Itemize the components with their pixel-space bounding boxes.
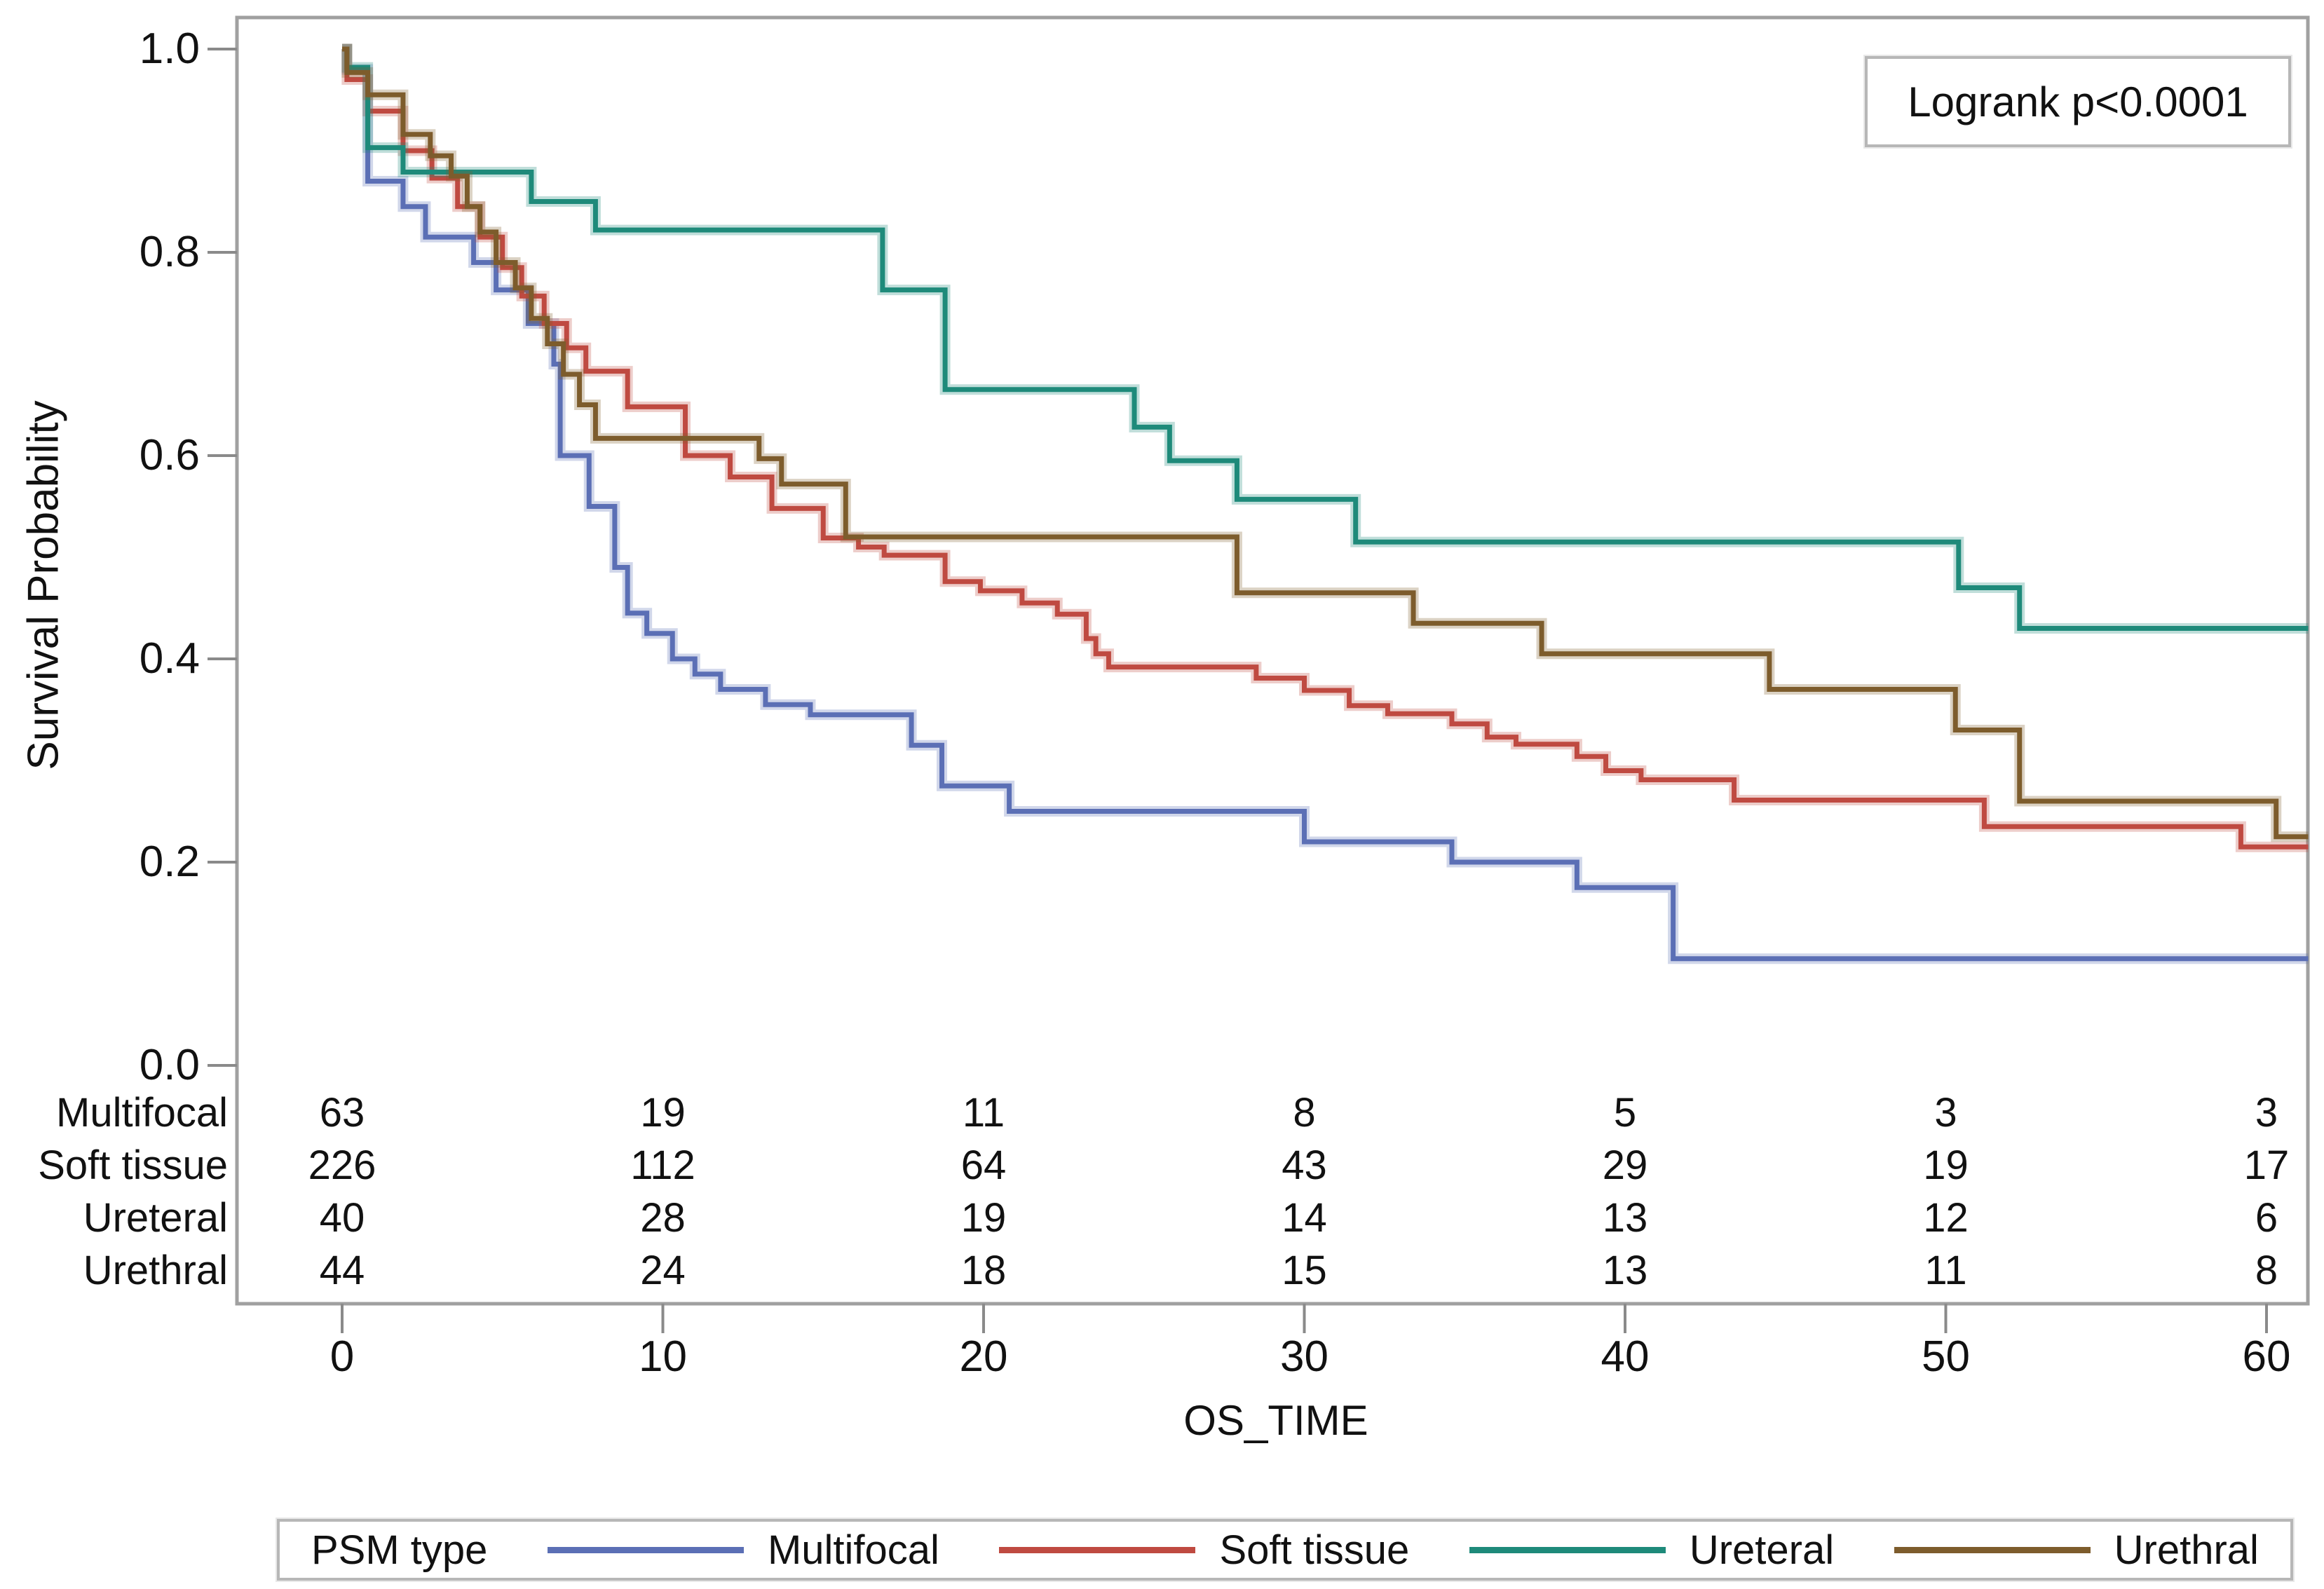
- y-axis-title: Survival Probability: [19, 400, 68, 770]
- x-tick-label: 60: [2242, 1332, 2291, 1381]
- logrank-annotation: Logrank p<0.0001: [1865, 56, 2291, 147]
- risk-value: 44: [319, 1248, 365, 1293]
- risk-value: 3: [2255, 1090, 2278, 1136]
- x-tick-label: 30: [1280, 1332, 1329, 1381]
- risk-row-label: Soft tissue: [38, 1143, 228, 1188]
- risk-value: 18: [960, 1248, 1007, 1293]
- x-tick-label: 50: [1922, 1332, 1970, 1381]
- legend-item-label: Soft tissue: [1219, 1527, 1410, 1573]
- risk-value: 17: [2243, 1143, 2290, 1188]
- multifocal-line-swatch: [547, 1546, 744, 1553]
- y-tick-label: 1.0: [139, 25, 200, 73]
- risk-value: 14: [1282, 1195, 1327, 1241]
- risk-row-label: Ureteral: [83, 1195, 228, 1241]
- risk-value: 40: [319, 1195, 365, 1241]
- risk-value: 8: [2255, 1248, 2278, 1293]
- legend-item-soft-tissue: Soft tissue: [999, 1527, 1409, 1574]
- risk-value: 43: [1282, 1143, 1327, 1188]
- risk-value: 11: [962, 1090, 1005, 1136]
- risk-value: 64: [960, 1143, 1007, 1188]
- risk-value: 19: [960, 1195, 1007, 1241]
- curve-soft-tissue: [342, 46, 2309, 850]
- x-tick-label: 10: [639, 1332, 687, 1381]
- legend-item-label: Urethral: [2114, 1527, 2259, 1573]
- urethral-line-swatch: [1894, 1546, 2091, 1553]
- risk-value: 63: [319, 1090, 365, 1136]
- risk-value: 112: [630, 1143, 695, 1188]
- soft-tissue-line-swatch: [999, 1546, 1196, 1553]
- legend: PSM type Multifocal Soft tissue Ureteral…: [277, 1519, 2293, 1581]
- risk-value: 19: [640, 1090, 686, 1136]
- y-tick-label: 0.8: [139, 228, 200, 276]
- risk-value: 12: [1923, 1195, 1969, 1241]
- legend-item-urethral: Urethral: [1894, 1527, 2259, 1574]
- legend-item-label: Multifocal: [767, 1527, 939, 1573]
- y-tick-label: 0.4: [139, 634, 200, 683]
- y-tick-label: 0.0: [139, 1041, 200, 1089]
- plot-frame: [235, 15, 2310, 1306]
- legend-item-ureteral: Ureteral: [1469, 1527, 1834, 1574]
- y-tick-label: 0.2: [139, 838, 200, 886]
- risk-value: 13: [1602, 1195, 1648, 1241]
- risk-value: 226: [308, 1143, 376, 1188]
- x-tick-label: 20: [959, 1332, 1008, 1381]
- y-tick-label: 0.6: [139, 431, 200, 479]
- x-tick-label: 40: [1601, 1332, 1650, 1381]
- risk-value: 19: [1923, 1143, 1969, 1188]
- risk-value: 8: [1293, 1090, 1316, 1136]
- curve-halo-urethral: [341, 43, 2309, 843]
- ureteral-line-swatch: [1469, 1546, 1666, 1553]
- x-tick-label: 0: [329, 1332, 355, 1381]
- curve-urethral: [342, 46, 2309, 840]
- curve-ureteral: [342, 46, 2309, 631]
- risk-row-label: Multifocal: [56, 1090, 228, 1136]
- risk-value: 24: [640, 1248, 686, 1293]
- risk-value: 3: [1934, 1090, 1957, 1136]
- risk-value: 29: [1602, 1143, 1648, 1188]
- legend-item-multifocal: Multifocal: [547, 1527, 939, 1574]
- risk-value: 15: [1282, 1248, 1327, 1293]
- legend-item-label: Ureteral: [1689, 1527, 1835, 1573]
- legend-title: PSM type: [311, 1527, 488, 1573]
- curve-multifocal: [342, 46, 2309, 962]
- risk-value: 13: [1602, 1248, 1648, 1293]
- risk-value: 5: [1613, 1090, 1637, 1136]
- risk-value: 6: [2255, 1195, 2278, 1241]
- risk-row-label: Urethral: [83, 1248, 228, 1293]
- x-axis-title: OS_TIME: [1183, 1397, 1368, 1444]
- risk-value: 11: [1924, 1248, 1967, 1293]
- risk-value: 28: [640, 1195, 686, 1241]
